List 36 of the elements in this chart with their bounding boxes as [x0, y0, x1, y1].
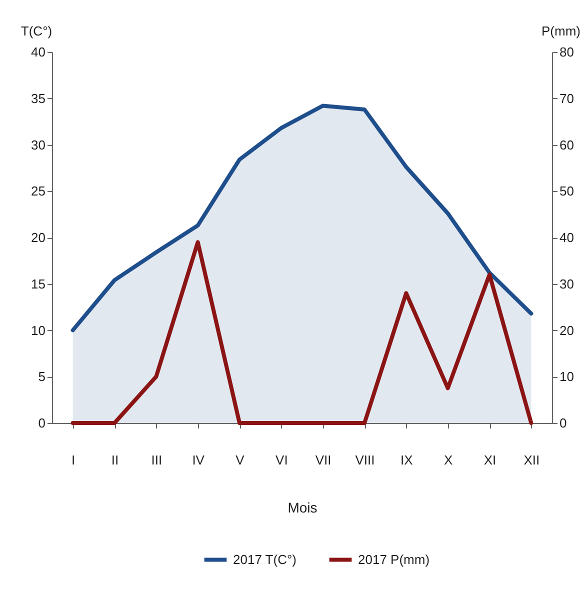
x-tick-label: VI	[276, 452, 288, 468]
x-tick-label: IV	[192, 452, 205, 468]
y-tick-label: 40	[31, 44, 46, 60]
line-series	[70, 240, 534, 425]
x-tick-label: VII	[315, 452, 332, 468]
y2-tick-label: 10	[560, 369, 574, 384]
y2-tick-label: 80	[560, 44, 574, 60]
x-tick-label: XII	[524, 452, 540, 468]
y-tick-label: 5	[38, 369, 46, 384]
y2-axis-title: P(mm)	[542, 24, 580, 38]
x-tick-label: XI	[484, 452, 496, 468]
y-axis-title: T(C°)	[20, 24, 52, 38]
legend-label: 2017 P(mm)	[358, 552, 430, 567]
y2-tick-label: 30	[560, 276, 574, 292]
y-tick-label: 35	[31, 90, 46, 106]
y-tick-label: 20	[31, 230, 46, 245]
x-axis-title: Mois	[288, 500, 318, 516]
y2-tick-label: 50	[560, 184, 574, 199]
y-tick-label: 10	[31, 322, 46, 338]
x-tick-label: V	[236, 452, 245, 468]
x-tick-label: VIII	[355, 452, 375, 468]
x-tick-label: I	[72, 452, 76, 468]
y2-tick-label: 20	[560, 322, 574, 338]
legend-label: 2017 T(C°)	[233, 552, 296, 567]
y-tick-label: 0	[38, 416, 46, 430]
y2-tick-label: 60	[560, 137, 574, 152]
x-tick-label: II	[111, 452, 119, 468]
y2-tick-label: 0	[560, 416, 567, 430]
y-tick-label: 30	[31, 137, 46, 152]
x-tick-label: IX	[400, 452, 414, 468]
y-tick-label: 25	[31, 184, 46, 199]
y2-tick-label: 70	[560, 90, 574, 106]
y-tick-label: 15	[31, 276, 46, 292]
x-tick-label: III	[151, 452, 162, 468]
y2-tick-label: 40	[560, 230, 574, 245]
x-tick-label: X	[444, 452, 453, 468]
